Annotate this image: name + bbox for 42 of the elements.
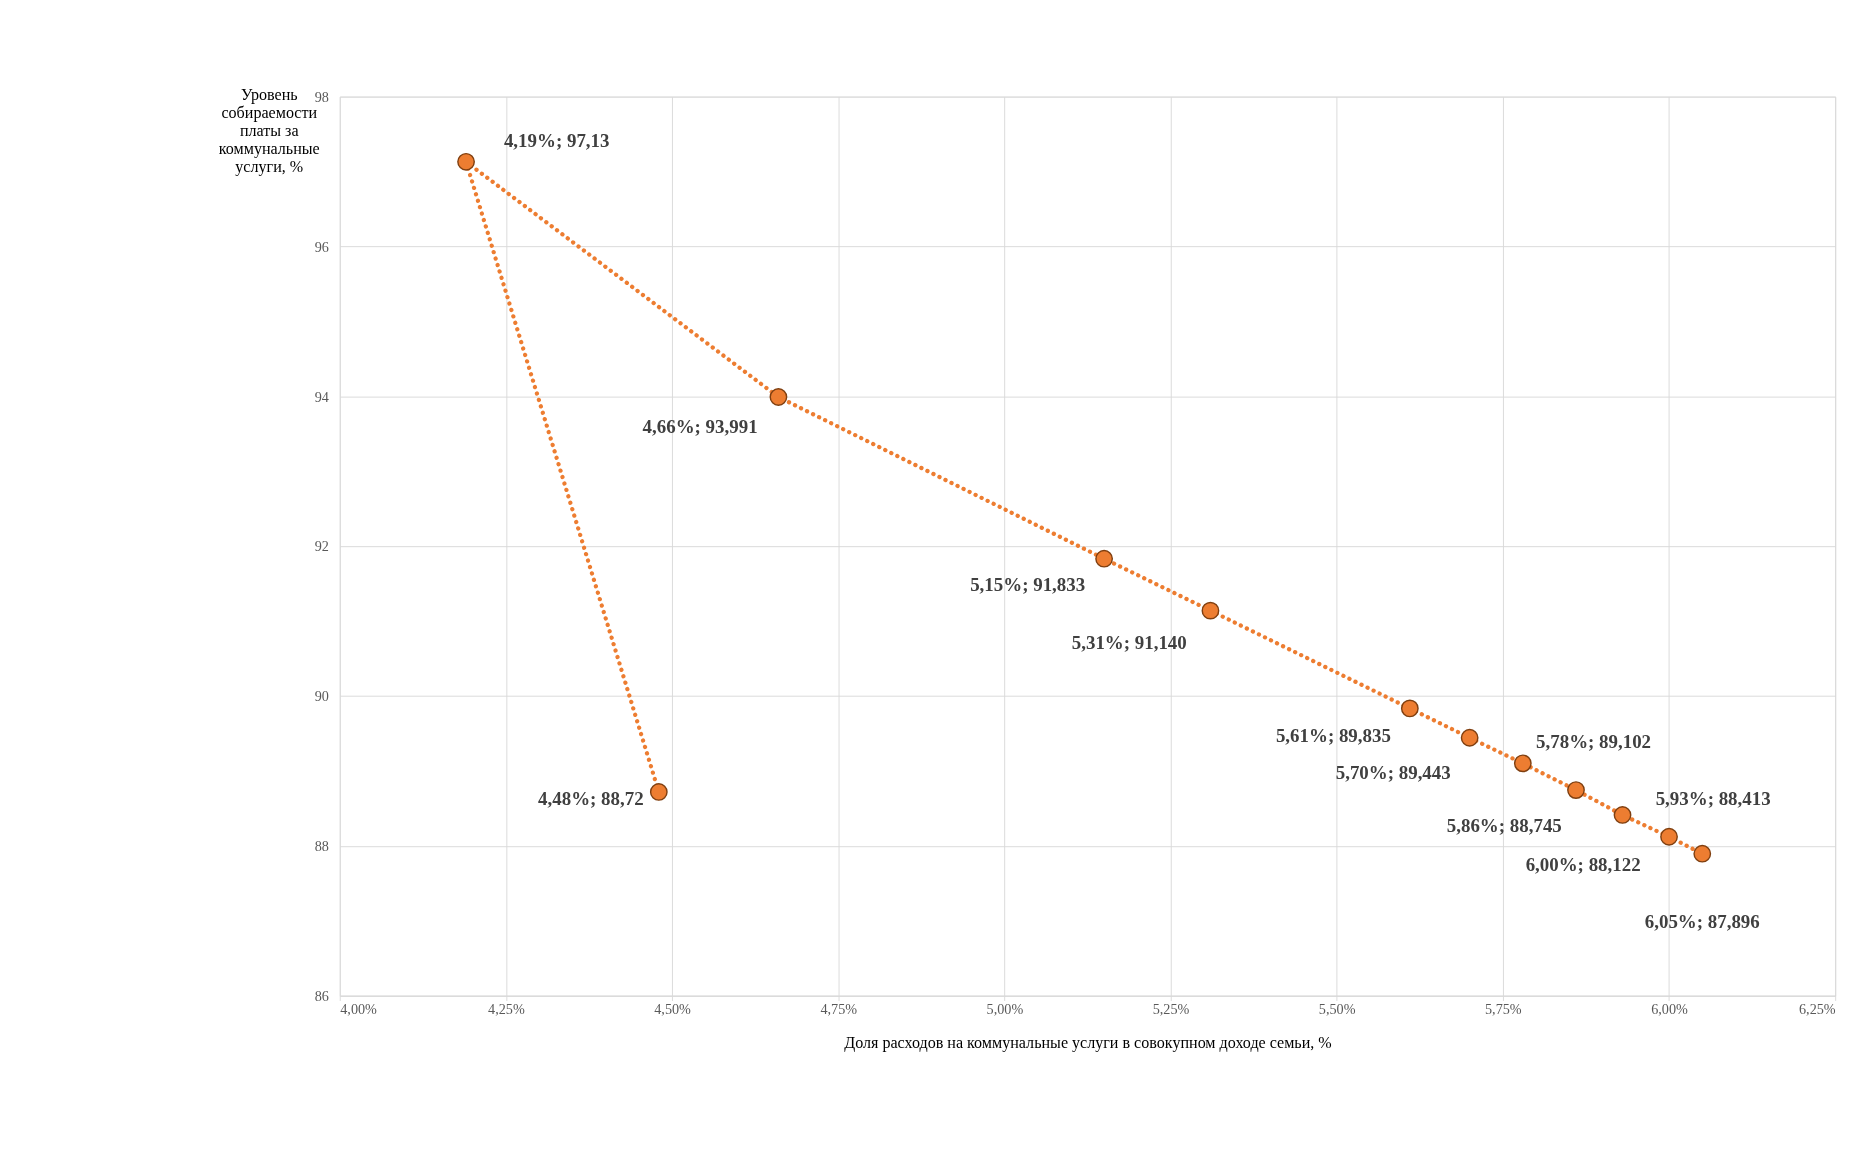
point: [1613, 806, 1632, 824]
y-tick-label: 92: [314, 538, 329, 555]
x-tick-label: 4,75%: [820, 1001, 858, 1018]
point: [1513, 754, 1532, 773]
x-tick-label: 6,25%: [1799, 1001, 1836, 1018]
y-tick-label: 90: [314, 688, 329, 705]
data-label: 4,19%; 97,13: [503, 129, 610, 151]
y-tick-label: 88: [314, 838, 329, 855]
y-tick-label: 86: [314, 987, 329, 1004]
point: [649, 783, 668, 801]
x-tick-label: 6,00%: [1651, 1001, 1689, 1018]
data-label: 4,66%; 93,991: [642, 415, 758, 437]
x-tick-label: 5,75%: [1485, 1001, 1522, 1018]
data-label: 5,15%; 91,833: [970, 573, 1086, 595]
point: [1460, 728, 1479, 747]
x-tick-label: 4,00%: [340, 1001, 378, 1018]
data-label: 5,78%; 89,102: [1536, 731, 1652, 753]
point: [769, 388, 788, 406]
data-label: 4,48%; 88,72: [538, 788, 644, 810]
point: [1201, 601, 1220, 620]
y-tick-label: 98: [314, 88, 329, 105]
point: [1693, 844, 1712, 863]
data-label: 6,05%; 87,896: [1644, 910, 1760, 932]
point: [1567, 781, 1585, 799]
data-label: 5,31%; 91,140: [1071, 632, 1187, 654]
data-label: 6,00%; 88,122: [1525, 853, 1641, 875]
data-label: 5,70%; 89,443: [1335, 762, 1451, 784]
x-tick-label: 4,50%: [654, 1001, 692, 1018]
y-tick-label: 96: [314, 238, 329, 255]
data-label: 5,61%; 89,835: [1275, 725, 1391, 747]
x-tick-label: 5,00%: [986, 1001, 1024, 1018]
x-tick-label: 5,25%: [1152, 1001, 1190, 1018]
data-label: 5,93%; 88,413: [1655, 788, 1771, 810]
x-tick-label: 5,50%: [1318, 1001, 1356, 1018]
point: [457, 152, 475, 171]
point: [1400, 699, 1419, 718]
y-tick-label: 94: [314, 388, 329, 405]
point: [1095, 549, 1114, 568]
x-axis-title: Доля расходов на коммунальные услуги в совокупном доходе семьи, %: [844, 1034, 1332, 1053]
data-label: 5,86%; 88,745: [1446, 814, 1562, 836]
point: [1660, 827, 1678, 846]
x-tick-label: 4,25%: [488, 1001, 525, 1018]
